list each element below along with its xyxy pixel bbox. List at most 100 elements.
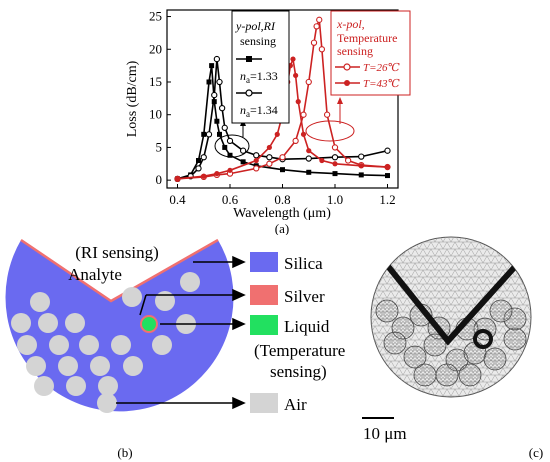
- air-hole: [97, 393, 117, 413]
- x-tick-label: 1.2: [379, 192, 395, 207]
- legend-y-pol-title-2: sensing: [240, 34, 276, 48]
- liquid-core: [140, 315, 158, 333]
- air-hole: [65, 313, 85, 333]
- data-point: [196, 158, 201, 164]
- data-point: [358, 153, 365, 160]
- y-tick-label: 10: [149, 107, 162, 122]
- series-line-0: [177, 65, 388, 180]
- data-point: [295, 99, 301, 105]
- air-hole: [58, 356, 78, 376]
- data-point: [201, 173, 207, 179]
- data-point: [200, 154, 207, 161]
- data-point: [253, 165, 260, 172]
- data-point: [300, 111, 307, 118]
- data-point: [300, 131, 307, 137]
- data-point: [217, 131, 222, 137]
- air-hole: [79, 335, 99, 355]
- data-point: [332, 161, 338, 167]
- data-point: [253, 157, 259, 164]
- legend-x-pol-title-3: sensing: [337, 44, 373, 58]
- data-point: [323, 111, 331, 118]
- liquid-note-1: (Temperature: [254, 341, 345, 360]
- mesh-hole: [489, 299, 513, 323]
- mesh-hole: [423, 333, 447, 357]
- panel-c-label: (c): [529, 445, 543, 460]
- data-point: [279, 154, 286, 161]
- liquid-swatch: [250, 315, 278, 335]
- x-axis-title: Wavelength (μm): [233, 206, 331, 221]
- data-point: [240, 159, 246, 165]
- y-tick-label: 25: [149, 9, 162, 24]
- data-point: [209, 63, 215, 69]
- silica-swatch: [250, 252, 278, 272]
- air-hole: [66, 376, 86, 396]
- axis-ticks: 0 5 10 15 20 25 0.4 0.6 0.8 1.0 1.2: [149, 9, 396, 207]
- air-hole: [30, 292, 50, 312]
- data-point: [290, 56, 296, 62]
- air-hole: [34, 376, 54, 396]
- data-point: [266, 154, 273, 161]
- fiber-schematic: (RI sensing) Analyte Silica Silver Liqui…: [5, 238, 345, 460]
- data-point: [213, 55, 221, 63]
- y-tick-label: 20: [149, 41, 162, 56]
- data-point: [306, 148, 312, 154]
- silver-layer: [20, 238, 219, 303]
- x-tick-label: 1.0: [327, 192, 343, 207]
- data-point: [201, 131, 207, 137]
- mesh-hole: [413, 363, 437, 387]
- y-tick-label: 5: [156, 139, 163, 154]
- analyte-label-1: (RI sensing): [75, 243, 159, 262]
- data-point: [358, 172, 364, 178]
- y-tick-label: 0: [156, 172, 163, 187]
- y-pol-ellipse: [214, 134, 250, 158]
- silver-swatch: [250, 285, 278, 305]
- mesh-hole: [503, 327, 527, 351]
- mesh-silver-layer: [380, 257, 524, 346]
- data-point: [211, 99, 217, 105]
- data-point: [318, 46, 326, 53]
- data-point: [280, 167, 285, 173]
- data-point: [214, 118, 220, 124]
- x-pol-arrowhead: [337, 97, 343, 104]
- analyte-label-2: Analyte: [68, 265, 122, 284]
- data-point: [174, 176, 181, 182]
- y-axis-title: Loss (dB/cm): [125, 60, 140, 137]
- data-point: [310, 39, 318, 46]
- x-pol-ellipse: [305, 120, 355, 142]
- silver-label: Silver: [284, 287, 325, 306]
- legend-square-marker: [246, 56, 252, 62]
- data-point: [211, 91, 218, 99]
- data-point: [305, 155, 312, 162]
- legend-t43: T=43℃: [363, 78, 401, 90]
- data-point: [239, 147, 247, 154]
- legend-open-circle-marker: [245, 89, 253, 97]
- mesh-hole: [403, 345, 427, 369]
- air-hole: [152, 335, 172, 355]
- legend-na133: na=1.33: [240, 69, 278, 85]
- panel-b-label: (b): [117, 445, 132, 460]
- air-holes: [11, 272, 200, 413]
- air-hole: [49, 335, 69, 355]
- series-layer: [174, 16, 391, 182]
- mesh-hole: [383, 331, 407, 355]
- data-point: [214, 171, 220, 177]
- mesh-hole: [375, 299, 399, 323]
- data-point: [293, 72, 299, 79]
- data-point: [358, 163, 364, 169]
- air-swatch: [250, 393, 278, 413]
- data-point: [195, 165, 202, 172]
- data-point: [305, 78, 312, 86]
- legend-x-pol-box: [330, 10, 411, 96]
- data-point: [266, 144, 272, 151]
- data-point: [266, 160, 273, 167]
- legend-x-pol-title-2: Temperature: [337, 31, 397, 45]
- legend-y-pol-box: [231, 10, 290, 124]
- air-hole: [26, 356, 46, 376]
- data-point: [319, 157, 325, 164]
- liquid-label: Liquid: [284, 317, 330, 336]
- data-point: [205, 131, 213, 138]
- pointer-lines: [116, 255, 246, 410]
- x-tick-label: 0.4: [169, 192, 186, 207]
- legend-x-pol-title-1: x-pol,: [336, 17, 365, 31]
- mesh-hole: [458, 363, 482, 387]
